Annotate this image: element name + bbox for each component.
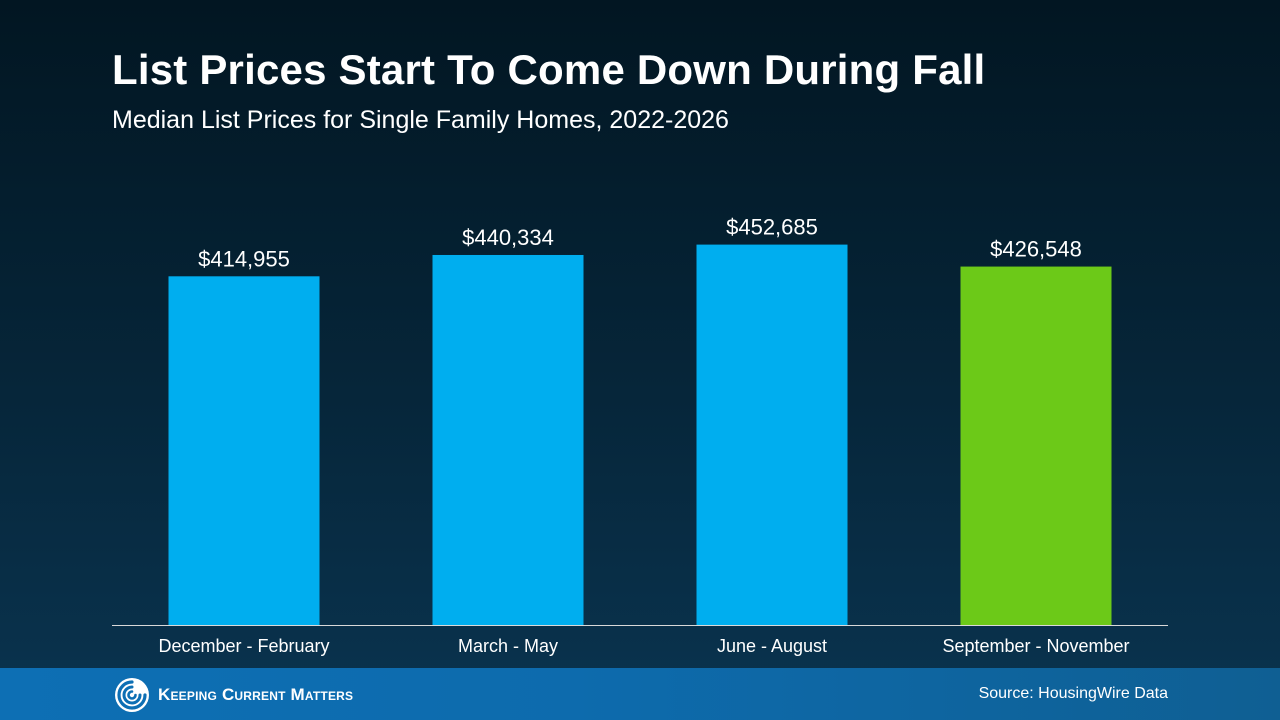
bar-4 [960,266,1112,625]
brand-logo[interactable]: Keeping Current Matters [114,677,353,713]
swirl-logo-icon [115,678,149,712]
category-label-2: March - May [458,636,558,656]
chart-subtitle: Median List Prices for Single Family Hom… [112,106,729,134]
category-label-1: December - February [158,636,329,656]
data-label-1: $414,955 [198,246,290,271]
chart-title: List Prices Start To Come Down During Fa… [112,46,986,93]
source-note: Source: HousingWire Data [978,685,1168,702]
bar-1 [168,276,320,625]
labels-group: $414,955 December - February $440,334 March… [158,215,1129,656]
category-label-3: June - August [717,636,827,656]
data-label-4: $426,548 [990,237,1082,262]
category-label-4: September - November [942,636,1129,656]
brand-name: Keeping Current Matters [158,685,354,704]
footer-bar: Keeping Current Matters Source: HousingW… [0,668,1280,720]
data-label-2: $440,334 [462,225,554,250]
bar-2 [432,254,584,625]
data-label-3: $452,685 [726,215,818,240]
bar-3 [696,244,848,625]
bars-group [168,244,1112,625]
